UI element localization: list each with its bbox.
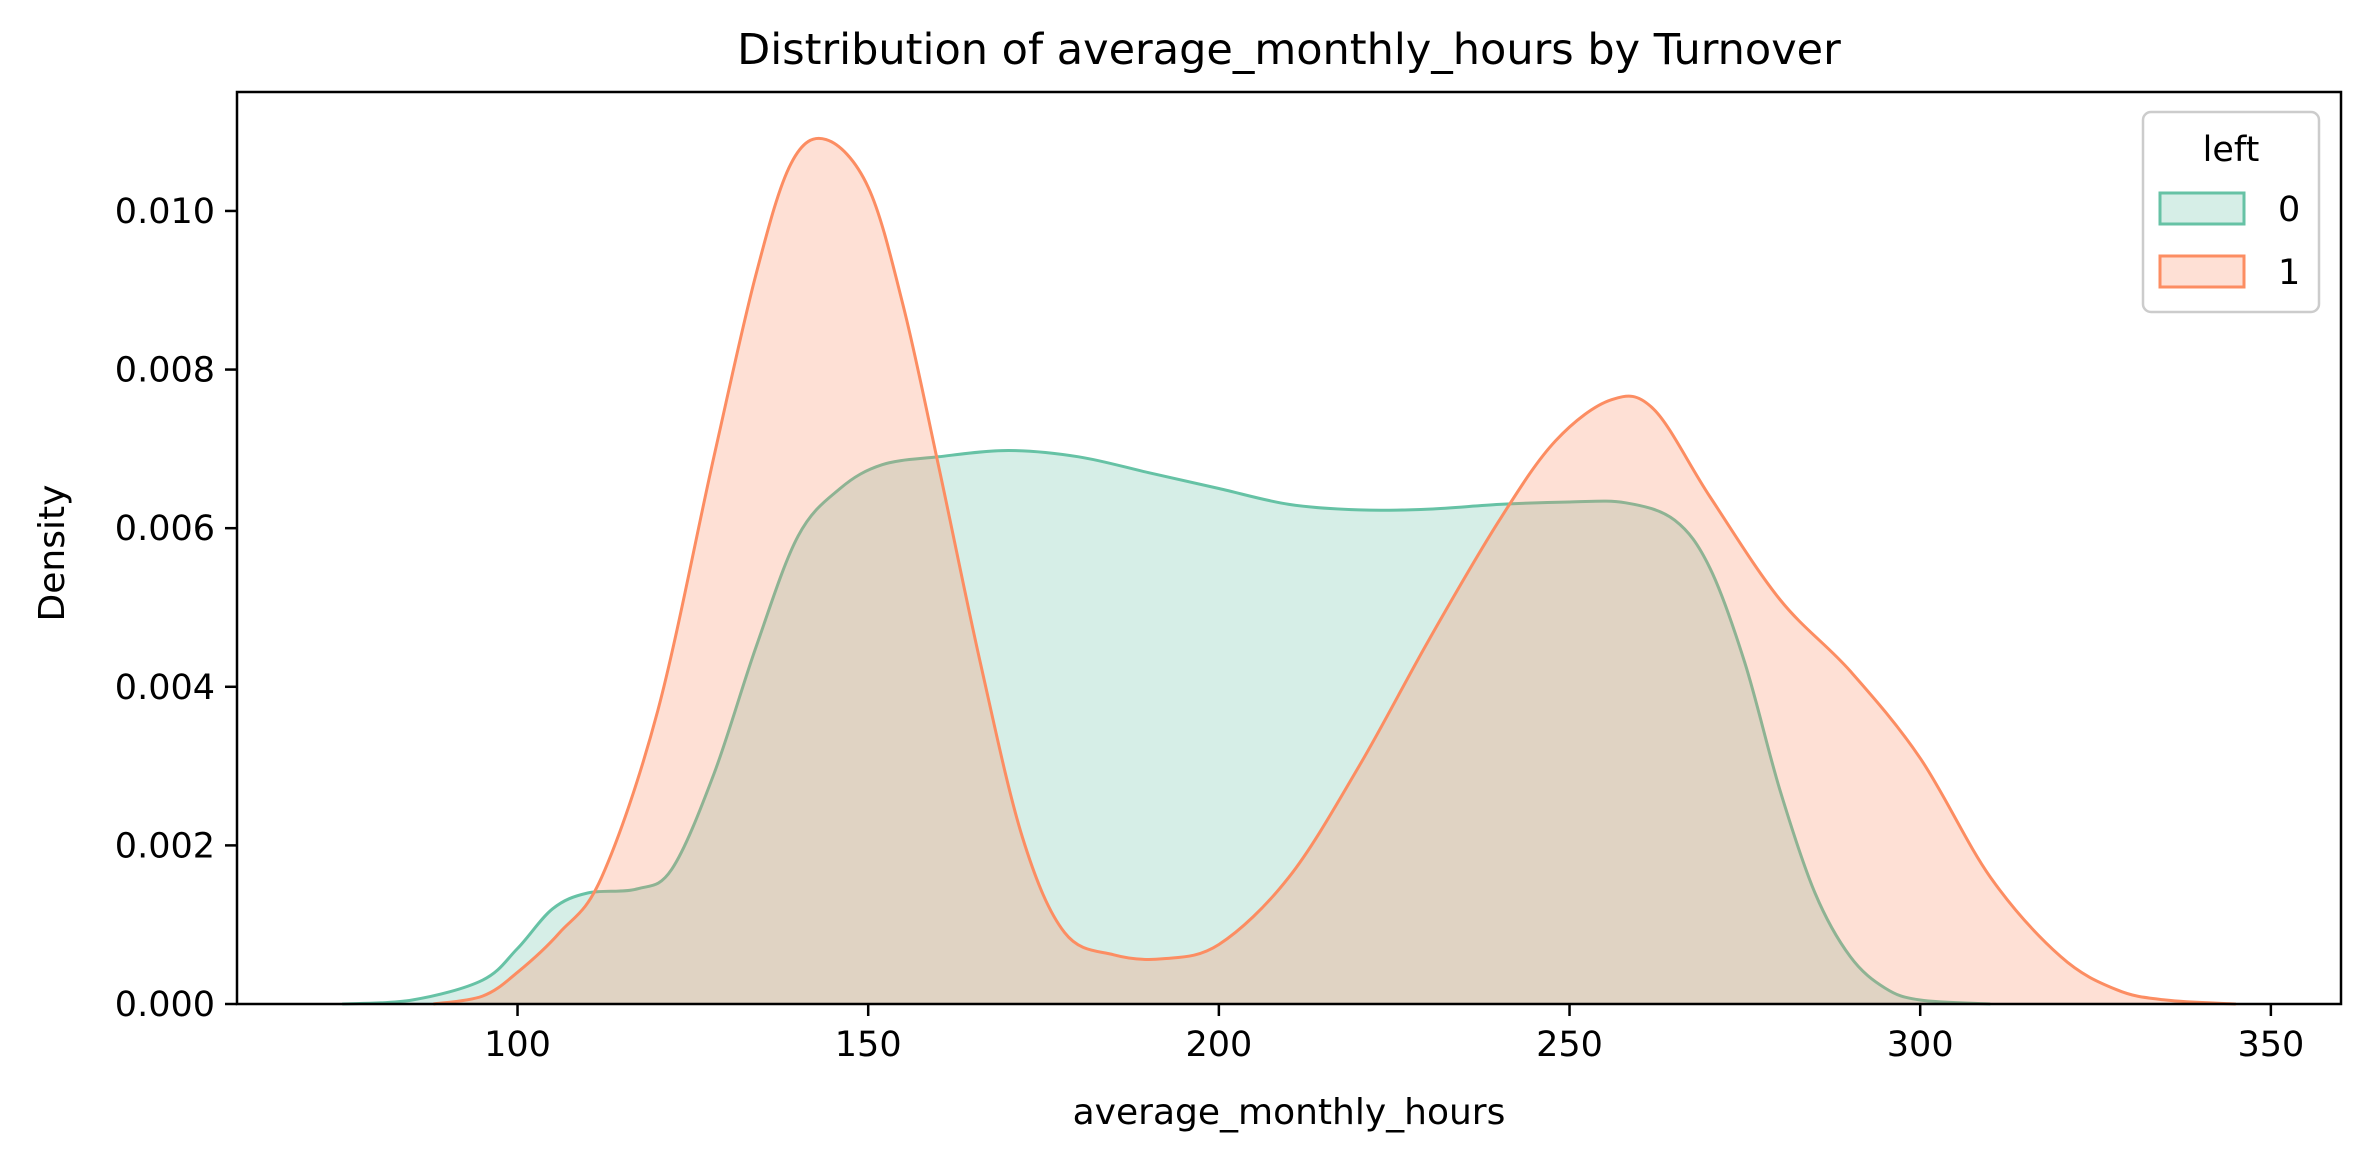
series-1-area	[433, 138, 2236, 1004]
plot-frame	[235, 90, 2343, 1006]
x-tick-label: 150	[835, 1025, 902, 1065]
legend-title: left	[2203, 130, 2260, 170]
series-0-area	[342, 450, 1991, 1004]
x-tick-label: 350	[2237, 1025, 2304, 1065]
chart-title: Distribution of average_monthly_hours by…	[737, 25, 1841, 75]
legend-swatch-1	[2158, 254, 2246, 289]
y-axis-label: Density	[32, 485, 73, 622]
y-tick-label: 0.008	[115, 351, 215, 391]
x-tick-label: 100	[484, 1025, 551, 1065]
legend-label-0: 0	[2278, 190, 2300, 230]
y-tick-label: 0.000	[115, 985, 215, 1025]
series-0-line	[342, 448, 1991, 1006]
series-layer	[342, 136, 2236, 1006]
y-tick-label: 0.010	[115, 192, 215, 232]
x-axis-ticks: 100 150 200 250 300 350	[484, 1004, 2304, 1065]
legend-swatch-0	[2158, 191, 2246, 226]
y-axis-ticks: 0.000 0.002 0.004 0.006 0.008 0.010	[115, 192, 237, 1025]
series-1-line	[433, 136, 2236, 1006]
legend-items: 01	[2158, 190, 2300, 293]
y-tick-label: 0.006	[115, 509, 215, 549]
y-tick-label: 0.004	[115, 668, 215, 708]
x-axis-label: average_monthly_hours	[1073, 1092, 1506, 1133]
y-tick-label: 0.002	[115, 826, 215, 866]
legend-box	[2141, 110, 2321, 314]
legend: left 01	[2141, 110, 2321, 314]
x-tick-label: 200	[1185, 1025, 1252, 1065]
x-tick-label: 300	[1887, 1025, 1954, 1065]
x-tick-label: 250	[1536, 1025, 1603, 1065]
legend-label-1: 1	[2278, 253, 2300, 293]
